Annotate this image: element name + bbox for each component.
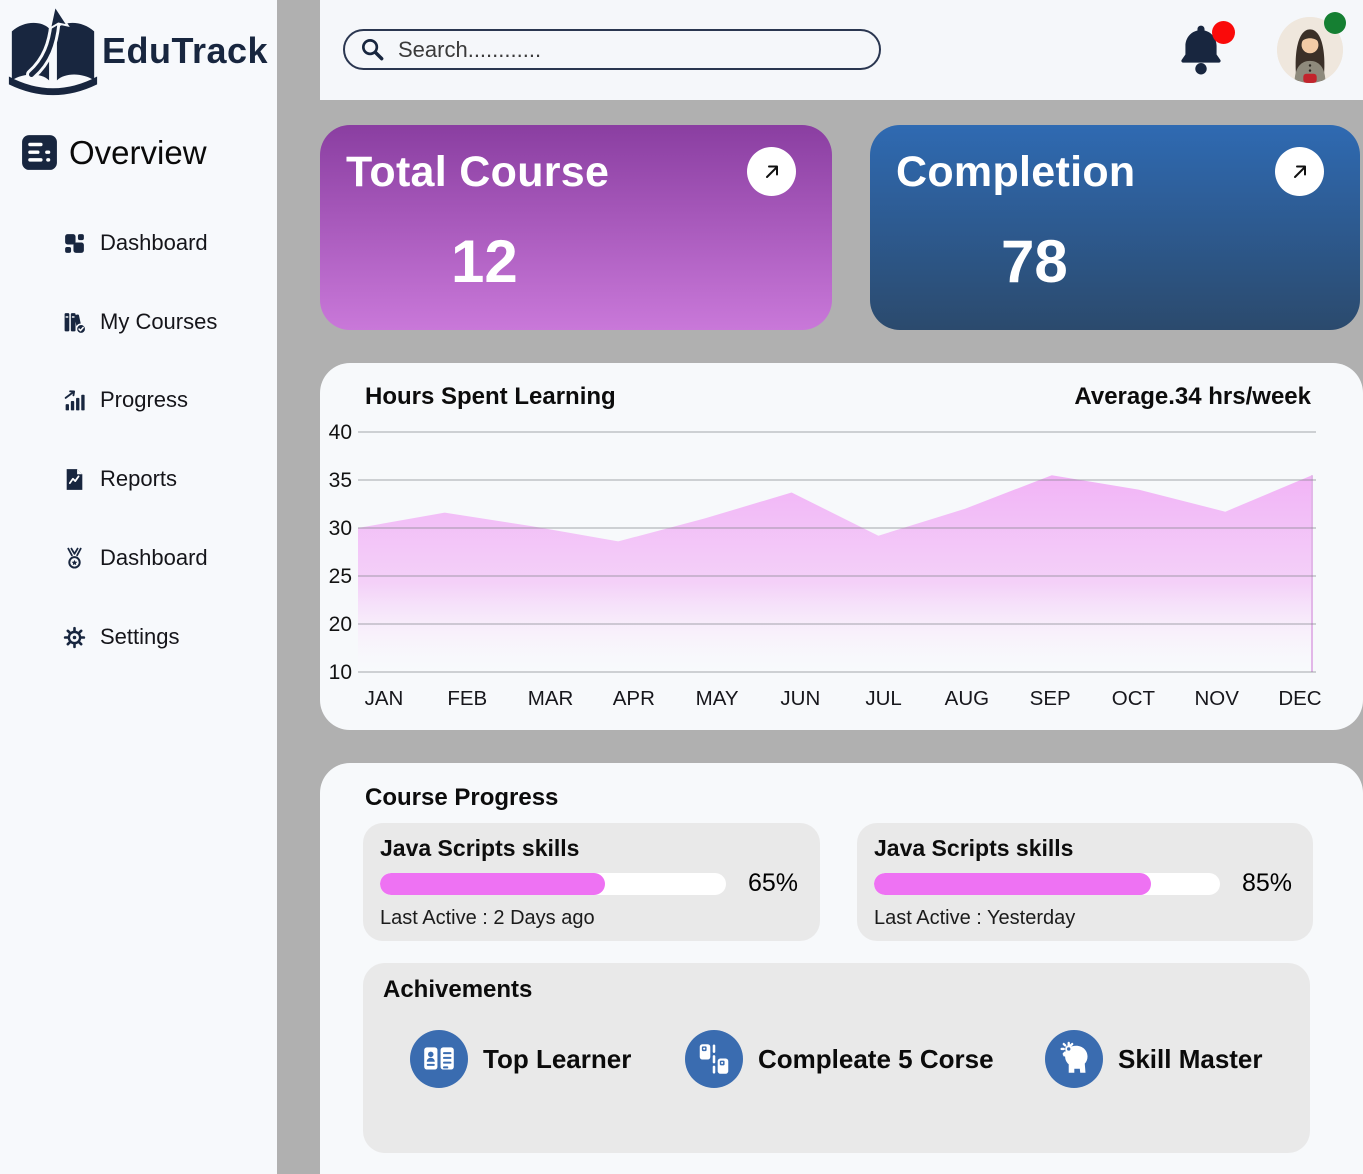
sidebar-item-label: My Courses: [100, 309, 218, 334]
svg-text:FEB: FEB: [447, 687, 487, 710]
stat-card-value: 12: [451, 228, 518, 295]
svg-text:MAY: MAY: [696, 687, 739, 710]
svg-text:20: 20: [329, 613, 352, 636]
user-avatar[interactable]: [1277, 12, 1346, 83]
avatar-online-dot: [1324, 12, 1346, 34]
sidebar-section-title: Overview: [69, 133, 207, 171]
progress-bar-fill: [874, 872, 1151, 895]
sidebar-section-overview[interactable]: Overview: [19, 132, 207, 173]
book-arrow-logo-icon: [8, 3, 98, 96]
sidebar: EduTrack Overview Dashboard My Courses: [0, 0, 277, 1174]
svg-text:35: 35: [329, 469, 352, 492]
search-input[interactable]: [398, 36, 828, 63]
app-logo: EduTrack: [4, 2, 268, 100]
progress-bar-fill: [380, 872, 605, 895]
course-progress-panel: Course Progress Java Scripts skills 65% …: [320, 763, 1363, 1174]
head-gear-icon: [1060, 1041, 1088, 1073]
svg-text:25: 25: [329, 565, 352, 588]
achievement-top-learner: Top Learner: [410, 1030, 631, 1088]
search-bar: [343, 29, 881, 70]
sidebar-item-dashboard-2[interactable]: Dashboard: [62, 541, 208, 575]
course-progress-card: Java Scripts skills 65% Last Active : 2 …: [363, 823, 820, 941]
courses-complete-icon: [699, 1044, 729, 1074]
svg-text:OCT: OCT: [1112, 687, 1156, 710]
topbar: [320, 0, 1363, 100]
stat-card-title: Completion: [896, 148, 1136, 196]
achievements-card: Achivements Top Learner: [363, 963, 1310, 1153]
sidebar-item-label: Reports: [100, 466, 178, 491]
svg-text:AUG: AUG: [945, 687, 989, 710]
sidebar-item-label: Dashboard: [100, 230, 208, 255]
achievement-complete-5-courses: Compleate 5 Corse: [685, 1030, 994, 1088]
bar-chart-arrow-icon: [64, 389, 85, 410]
completion-arrow-button[interactable]: [1275, 147, 1324, 196]
svg-text:30: 30: [329, 517, 352, 540]
search-icon: [361, 38, 384, 61]
avatar-photo: [1277, 17, 1343, 83]
svg-text:NOV: NOV: [1194, 687, 1239, 710]
progress-percent: 65%: [748, 869, 799, 897]
svg-text:MAR: MAR: [528, 687, 574, 710]
dashboard-grid-icon: [65, 233, 84, 253]
achievement-badge: [410, 1030, 468, 1088]
arrow-up-right-icon: [765, 165, 778, 178]
course-name: Java Scripts skills: [380, 835, 580, 861]
total-course-arrow-button[interactable]: [747, 147, 796, 196]
svg-text:DEC: DEC: [1278, 687, 1321, 710]
notifications-button[interactable]: [1176, 21, 1235, 78]
svg-text:JUN: JUN: [780, 687, 820, 710]
achievements-title: Achivements: [383, 976, 533, 1003]
overview-list-icon: [22, 135, 57, 170]
sidebar-item-dashboard[interactable]: Dashboard: [62, 226, 208, 260]
stat-card-title: Total Course: [346, 148, 610, 196]
notification-unread-dot: [1212, 21, 1235, 44]
app-name: EduTrack: [102, 30, 269, 71]
svg-text:40: 40: [329, 421, 352, 444]
gear-icon: [63, 626, 86, 648]
svg-text:10: 10: [329, 661, 352, 684]
achievement-label: Compleate 5 Corse: [758, 1043, 994, 1074]
last-active-text: Last Active : Yesterday: [874, 907, 1076, 929]
last-active-text: Last Active : 2 Days ago: [380, 907, 595, 929]
books-check-icon: [64, 312, 87, 334]
course-progress-title: Course Progress: [365, 784, 559, 811]
medal-icon: [67, 547, 82, 569]
total-course-card[interactable]: Total Course 12: [320, 125, 832, 330]
report-document-icon: [66, 468, 83, 490]
hours-spent-learning-panel: Hours Spent Learning Average.34 hrs/week…: [320, 363, 1363, 730]
achievement-skill-master: Skill Master: [1045, 1030, 1263, 1088]
sidebar-item-my-courses[interactable]: My Courses: [62, 305, 217, 339]
sidebar-item-progress[interactable]: Progress: [62, 383, 188, 417]
sidebar-item-label: Dashboard: [100, 545, 208, 570]
arrow-up-right-icon: [1293, 165, 1306, 178]
chart-average-label: Average.34 hrs/week: [1074, 383, 1311, 410]
progress-bar-track: [874, 872, 1220, 895]
completion-card[interactable]: Completion 78: [870, 125, 1360, 330]
achievement-label: Top Learner: [483, 1043, 632, 1074]
chart-title: Hours Spent Learning: [365, 383, 616, 410]
open-book-learner-icon: [424, 1047, 454, 1070]
bell-icon: [1181, 25, 1221, 75]
svg-text:JAN: JAN: [365, 687, 404, 710]
svg-text:APR: APR: [613, 687, 655, 710]
achievement-label: Skill Master: [1118, 1043, 1263, 1074]
sidebar-item-label: Settings: [100, 624, 180, 649]
hours-spent-chart: 40 35 30 25 20 10 JAN FEB MAR APR MAY JUN JUL AUG SEP O…: [329, 421, 1322, 710]
sidebar-item-settings[interactable]: Settings: [62, 620, 180, 654]
achievement-badge: [1045, 1030, 1103, 1088]
svg-text:JUL: JUL: [865, 687, 901, 710]
sidebar-item-reports[interactable]: Reports: [62, 462, 177, 496]
course-name: Java Scripts skills: [874, 835, 1074, 861]
course-progress-card: Java Scripts skills 85% Last Active : Ye…: [857, 823, 1313, 941]
progress-bar-track: [380, 872, 726, 895]
stat-card-value: 78: [1001, 228, 1068, 295]
sidebar-item-label: Progress: [100, 387, 189, 412]
achievement-badge: [685, 1030, 743, 1088]
progress-percent: 85%: [1242, 869, 1293, 897]
svg-text:SEP: SEP: [1030, 687, 1071, 710]
